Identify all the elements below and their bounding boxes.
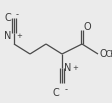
Text: O: O (99, 49, 107, 59)
Text: -: - (65, 85, 68, 94)
Text: C: C (4, 13, 11, 23)
Text: C: C (52, 88, 59, 98)
Text: CH₃: CH₃ (106, 50, 112, 59)
Text: N: N (4, 31, 11, 41)
Text: +: + (16, 33, 22, 39)
Text: O: O (84, 22, 92, 32)
Text: N: N (64, 63, 71, 73)
Text: -: - (16, 10, 19, 19)
Text: +: + (72, 65, 78, 71)
